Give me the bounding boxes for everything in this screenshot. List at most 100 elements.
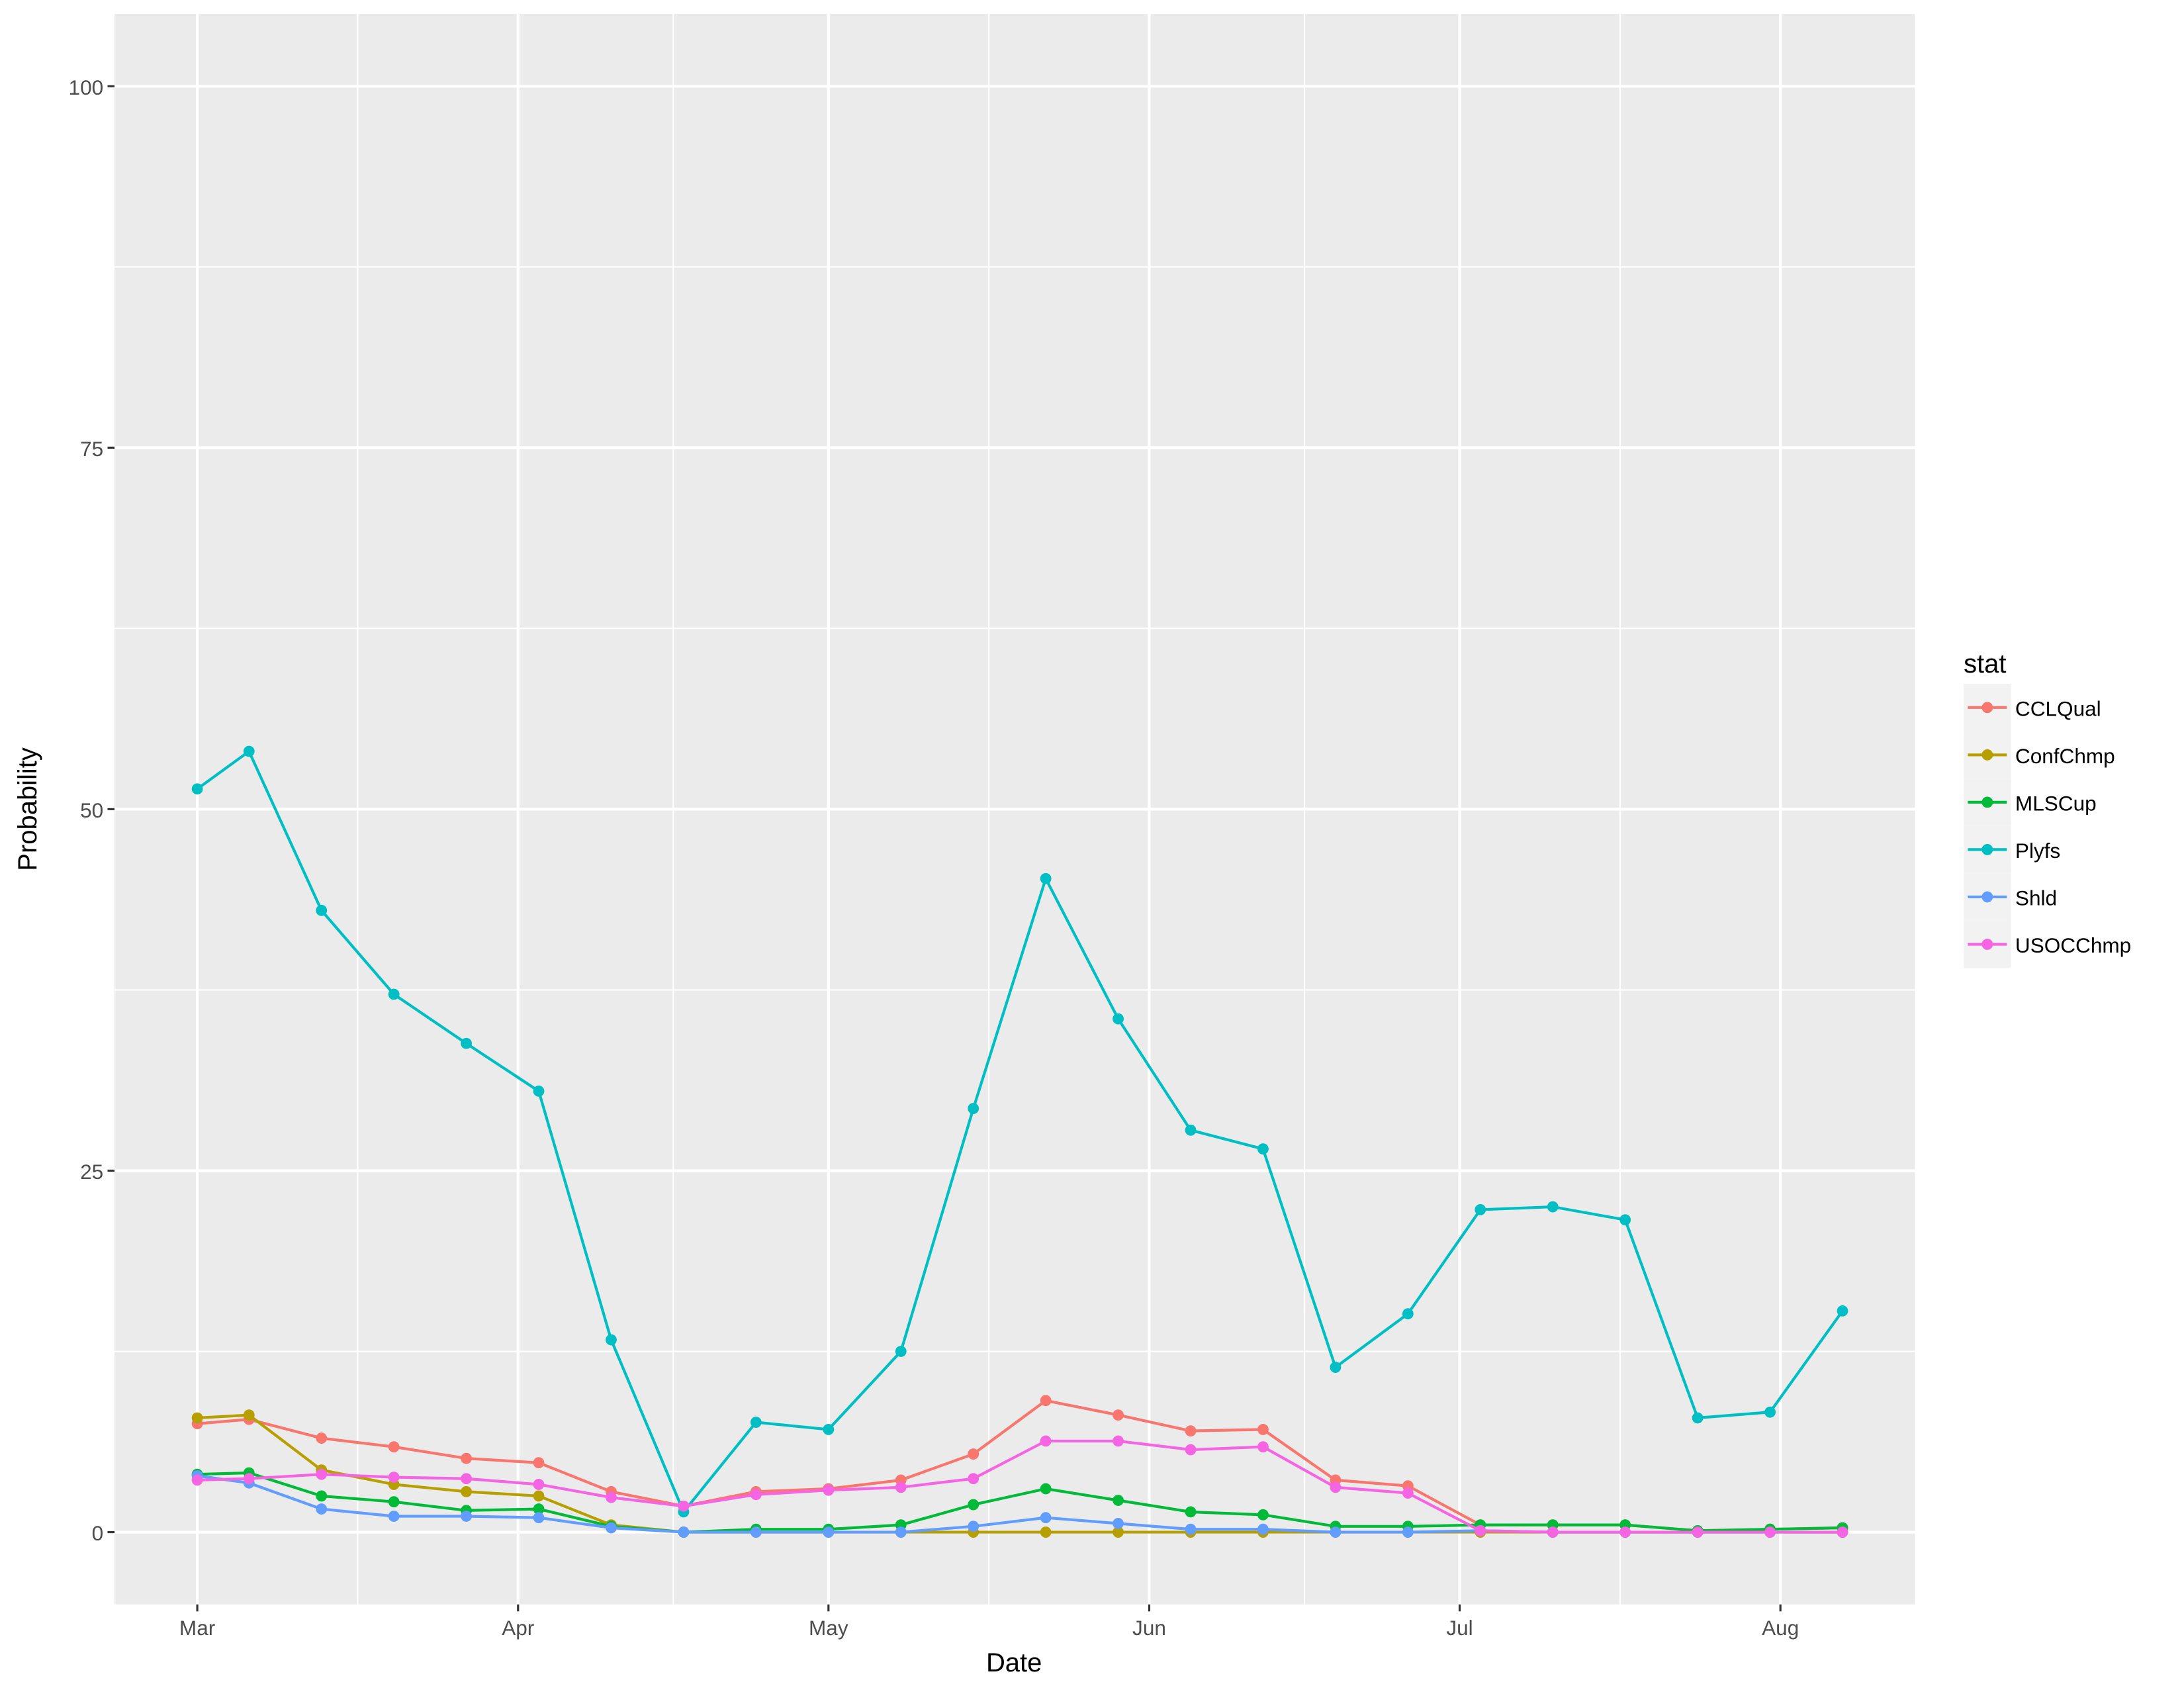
data-point [1257, 1523, 1269, 1535]
data-point [388, 1472, 400, 1483]
data-point [1330, 1481, 1342, 1493]
data-point [1257, 1441, 1269, 1453]
data-point [1547, 1201, 1559, 1213]
series-line [197, 1439, 1843, 1534]
data-point [968, 1521, 979, 1532]
legend-label: CCLQual [2015, 696, 2101, 720]
data-point [1402, 1308, 1414, 1320]
data-point [1185, 1425, 1197, 1437]
y-tick-label: 50 [80, 798, 103, 822]
data-point [1185, 1506, 1197, 1518]
y-tick-label: 75 [80, 437, 103, 461]
x-axis-label: Date [986, 1648, 1042, 1677]
data-point [388, 1441, 400, 1453]
data-point [388, 1511, 400, 1522]
data-point [823, 1484, 835, 1496]
x-tick-label: May [809, 1616, 848, 1640]
data-point [533, 1479, 545, 1490]
data-point [1040, 1395, 1052, 1407]
data-point [1040, 1483, 1052, 1495]
data-point [1330, 1526, 1342, 1538]
data-point [316, 1468, 328, 1480]
legend-key-point [1981, 844, 1993, 855]
data-point [1257, 1509, 1269, 1521]
grid [114, 14, 1915, 1605]
data-point [1837, 1305, 1848, 1317]
data-point [191, 1412, 203, 1424]
axes: 0 25 50 75 100 Mar Apr May Jun Jul Aug [69, 75, 1799, 1640]
data-point [1185, 1124, 1197, 1136]
y-tick-label: 0 [92, 1521, 104, 1545]
series-USOCChmp [191, 1435, 1848, 1538]
x-tick-label: Aug [1762, 1616, 1799, 1640]
legend-label: USOCChmp [2015, 933, 2131, 957]
legend-label: Plyfs [2015, 839, 2060, 863]
data-point [243, 745, 255, 757]
legend-label: MLSCup [2015, 792, 2097, 816]
data-point [606, 1522, 617, 1534]
data-point [461, 1485, 473, 1497]
data-point [823, 1526, 835, 1538]
data-point [461, 1037, 473, 1049]
data-point [1837, 1526, 1848, 1538]
data-point [1619, 1526, 1631, 1538]
data-point [895, 1526, 907, 1538]
legend-key-point [1981, 796, 1993, 808]
data-point [1040, 1526, 1052, 1538]
data-point [533, 1085, 545, 1097]
series-line [197, 1471, 1843, 1534]
data-point [316, 1432, 328, 1444]
x-tick-label: Jul [1446, 1616, 1473, 1640]
data-point [191, 783, 203, 795]
y-tick-label: 25 [80, 1160, 103, 1184]
x-tick-label: Mar [179, 1616, 215, 1640]
data-point [1475, 1204, 1486, 1215]
data-point [533, 1512, 545, 1524]
data-point [1113, 1518, 1124, 1529]
data-point [895, 1346, 907, 1357]
data-point [533, 1490, 545, 1502]
data-point [1040, 872, 1052, 884]
data-point [606, 1491, 617, 1503]
data-point [1113, 1013, 1124, 1025]
data-point [1475, 1524, 1486, 1536]
data-point [678, 1500, 690, 1512]
data-point [533, 1457, 545, 1469]
data-point [461, 1511, 473, 1522]
legend-title: stat [1964, 649, 2006, 679]
data-point [1330, 1362, 1342, 1373]
series-Plyfs [191, 745, 1848, 1518]
legend-key-point [1981, 702, 1993, 714]
data-point [533, 1503, 545, 1515]
data-point [1692, 1412, 1704, 1424]
data-point [895, 1481, 907, 1493]
y-tick-label: 100 [69, 75, 104, 99]
data-point [1764, 1526, 1776, 1538]
data-point [243, 1473, 255, 1485]
data-point [316, 1490, 328, 1502]
x-tick-label: Jun [1132, 1616, 1166, 1640]
data-point [968, 1499, 979, 1511]
series-lines [191, 745, 1848, 1538]
legend-label: ConfChmp [2015, 744, 2115, 768]
data-point [191, 1474, 203, 1486]
legend-key-point [1981, 891, 1993, 903]
data-point [823, 1424, 835, 1435]
data-point [461, 1473, 473, 1485]
legend: stat CCLQual ConfChmp MLSCup Plyfs Shld USOCC… [1964, 649, 2131, 968]
data-point [750, 1417, 762, 1428]
data-point [1547, 1526, 1559, 1538]
data-point [750, 1489, 762, 1501]
data-point [1257, 1424, 1269, 1435]
data-point [1257, 1143, 1269, 1155]
data-point [316, 904, 328, 916]
y-axis-label: Probability [13, 747, 42, 871]
x-tick-label: Apr [502, 1616, 534, 1640]
data-point [968, 1448, 979, 1460]
series-line [196, 749, 1844, 1515]
data-point [678, 1526, 690, 1538]
data-point [968, 1103, 979, 1114]
legend-label: Shld [2015, 886, 2057, 910]
data-point [1040, 1512, 1052, 1524]
